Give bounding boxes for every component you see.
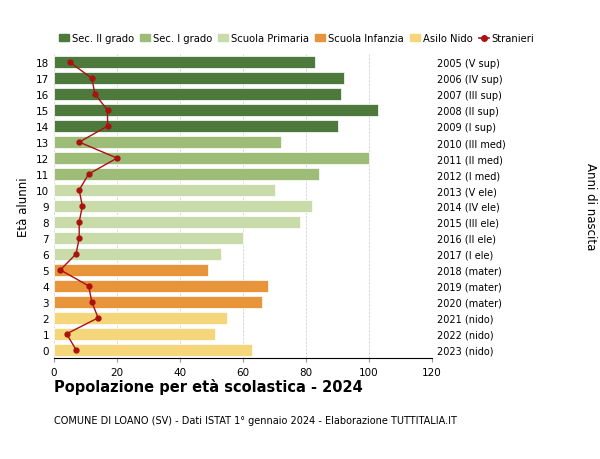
Bar — [54, 248, 221, 260]
Bar — [54, 296, 262, 308]
Bar — [54, 232, 243, 244]
Text: Anni di nascita: Anni di nascita — [584, 163, 597, 250]
Bar — [54, 137, 281, 149]
Bar — [54, 217, 300, 229]
Bar — [54, 153, 369, 165]
Bar — [54, 312, 227, 324]
Bar — [54, 73, 344, 85]
Y-axis label: Età alunni: Età alunni — [17, 177, 31, 236]
Bar — [54, 168, 319, 181]
Bar — [54, 328, 215, 340]
Bar — [54, 57, 316, 69]
Bar — [54, 105, 379, 117]
Bar — [54, 280, 268, 292]
Text: Popolazione per età scolastica - 2024: Popolazione per età scolastica - 2024 — [54, 379, 363, 395]
Bar — [54, 185, 275, 196]
Bar — [54, 201, 313, 213]
Bar — [54, 89, 341, 101]
Bar — [54, 344, 253, 356]
Bar — [54, 264, 208, 276]
Text: COMUNE DI LOANO (SV) - Dati ISTAT 1° gennaio 2024 - Elaborazione TUTTITALIA.IT: COMUNE DI LOANO (SV) - Dati ISTAT 1° gen… — [54, 415, 457, 425]
Legend: Sec. II grado, Sec. I grado, Scuola Primaria, Scuola Infanzia, Asilo Nido, Stran: Sec. II grado, Sec. I grado, Scuola Prim… — [59, 34, 535, 44]
Bar — [54, 121, 337, 133]
